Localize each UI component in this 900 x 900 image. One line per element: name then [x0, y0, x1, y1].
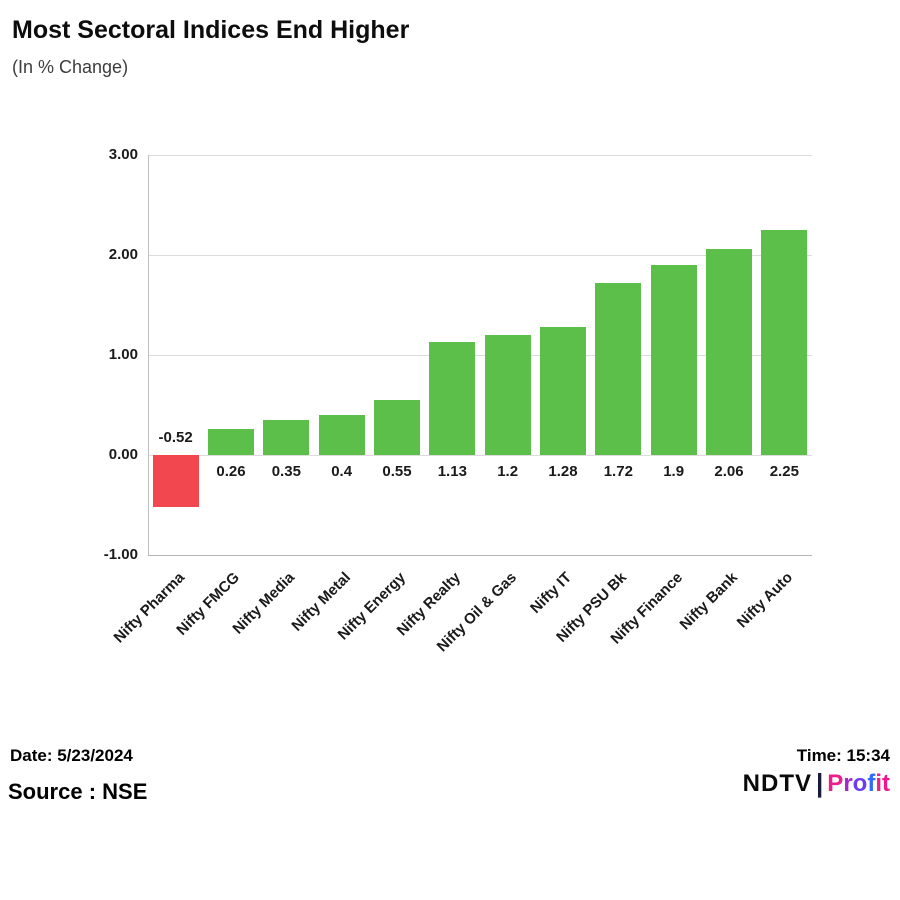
- bar-value-label: 1.9: [663, 463, 685, 480]
- gridline: [148, 455, 812, 456]
- bar-value-label: -0.52: [158, 429, 193, 446]
- bar: [429, 342, 476, 455]
- y-tick-label: 1.00: [108, 346, 138, 363]
- date-label: Date: 5/23/2024: [10, 746, 133, 765]
- bar-value-label: 1.13: [437, 463, 467, 480]
- bar: [263, 420, 310, 455]
- gridline: [148, 555, 812, 556]
- y-tick-label: 3.00: [108, 146, 138, 163]
- y-tick-label: 2.00: [108, 246, 138, 263]
- bar-value-label: 0.26: [216, 463, 246, 480]
- profit-logo-letter: P: [827, 770, 844, 797]
- profit-logo-letter: t: [882, 770, 890, 797]
- gridline: [148, 155, 812, 156]
- bar: [152, 455, 199, 507]
- bar: [208, 429, 254, 455]
- gridline: [148, 355, 812, 356]
- bar: [374, 400, 420, 455]
- ndtv-logo-text: NDTV: [742, 770, 813, 797]
- bar-chart: -1.00 0.00 1.00 2.00 3.00 -0.52 Nifty Pharma 0.…: [0, 130, 900, 710]
- bar-value-label: 1.72: [603, 463, 633, 480]
- profit-logo-text: Profit: [827, 770, 890, 797]
- gridline: [148, 255, 812, 256]
- profit-logo-letter: r: [843, 770, 853, 797]
- profit-logo-letter: o: [852, 770, 868, 797]
- y-tick-label: -1.00: [103, 546, 138, 563]
- bar-value-label: 1.2: [497, 463, 519, 480]
- bar: [484, 335, 531, 455]
- bar: [595, 283, 642, 455]
- profit-logo-letter: i: [875, 770, 882, 797]
- bar: [540, 327, 586, 455]
- bar-value-label: 1.28: [548, 463, 578, 480]
- bar: [650, 265, 697, 455]
- chart-title: Most Sectoral Indices End Higher: [12, 16, 410, 44]
- logo-separator-icon: |: [816, 768, 824, 798]
- bar-value-label: 0.35: [271, 463, 301, 480]
- profit-logo-letter: f: [867, 770, 876, 797]
- time-label: Time: 15:34: [796, 746, 890, 765]
- bar-value-label: 0.4: [331, 463, 353, 480]
- ndtv-profit-logo: NDTV | Profit: [743, 768, 890, 799]
- bar: [761, 230, 808, 455]
- bar: [706, 249, 752, 455]
- source-label: Source : NSE: [8, 779, 148, 804]
- bar-value-label: 2.06: [714, 463, 744, 480]
- bar: [318, 415, 365, 455]
- y-axis-line: [148, 155, 149, 555]
- bar-value-label: 2.25: [769, 463, 799, 480]
- y-tick-label: 0.00: [108, 446, 138, 463]
- bar-value-label: 0.55: [382, 463, 412, 480]
- chart-subtitle: (In % Change): [12, 57, 129, 77]
